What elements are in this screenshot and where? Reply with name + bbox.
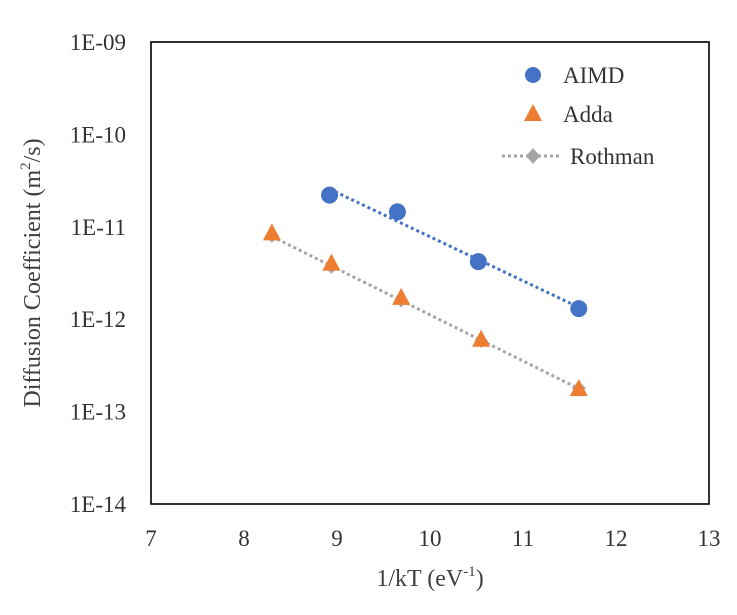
y-tick-label: 1E-14 <box>70 492 127 517</box>
x-tick-label: 10 <box>419 526 442 551</box>
adda-point <box>322 253 341 271</box>
legend-item-rothman: Rothman <box>502 144 655 169</box>
y-tick-label: 1E-12 <box>70 307 126 332</box>
y-axis-title-superscript: 2 <box>18 162 34 170</box>
x-tick-label: 12 <box>605 526 628 551</box>
y-tick-label: 1E-10 <box>70 122 126 147</box>
y-tick-label: 1E-13 <box>70 400 126 425</box>
y-tick-label: 1E-11 <box>71 215 126 240</box>
x-tick-labels: 7 8 9 10 11 12 13 <box>145 526 720 551</box>
adda-point <box>569 379 588 397</box>
x-tick-label: 7 <box>145 526 157 551</box>
adda-point <box>472 329 491 347</box>
legend-marker-diamond <box>526 148 540 164</box>
trendline-rothman <box>271 235 580 390</box>
legend-label-adda: Adda <box>563 102 613 127</box>
x-tick-label: 13 <box>698 526 721 551</box>
data-markers <box>262 186 588 397</box>
aimd-point <box>388 203 406 221</box>
y-tick-label: 1E-09 <box>70 30 126 55</box>
aimd-point <box>469 253 487 271</box>
plot-area <box>150 41 710 505</box>
legend-label-rothman: Rothman <box>570 144 655 169</box>
legend-marker-circle <box>525 67 541 83</box>
y-axis-title: Diffusion Coefficient (m2/s) <box>18 138 46 407</box>
trendlines <box>271 187 580 390</box>
legend-item-aimd: AIMD <box>525 63 624 88</box>
x-axis-title-superscript: -1 <box>463 564 476 580</box>
x-tick-label: 11 <box>512 526 534 551</box>
x-axis-title: 1/kT (eV-1) <box>376 564 483 592</box>
y-tick-labels: 1E-14 1E-13 1E-12 1E-11 1E-10 1E-09 <box>70 30 127 517</box>
legend-marker-triangle <box>524 104 542 121</box>
aimd-point <box>321 186 339 204</box>
legend: AIMD Adda Rothman <box>502 63 655 169</box>
legend-label-aimd: AIMD <box>563 63 624 88</box>
trendline-aimd <box>328 187 580 309</box>
adda-point <box>262 223 281 241</box>
x-tick-label: 9 <box>331 526 343 551</box>
x-tick-label: 8 <box>238 526 250 551</box>
legend-item-adda: Adda <box>524 102 613 127</box>
adda-point <box>392 287 411 305</box>
aimd-point <box>570 300 588 318</box>
